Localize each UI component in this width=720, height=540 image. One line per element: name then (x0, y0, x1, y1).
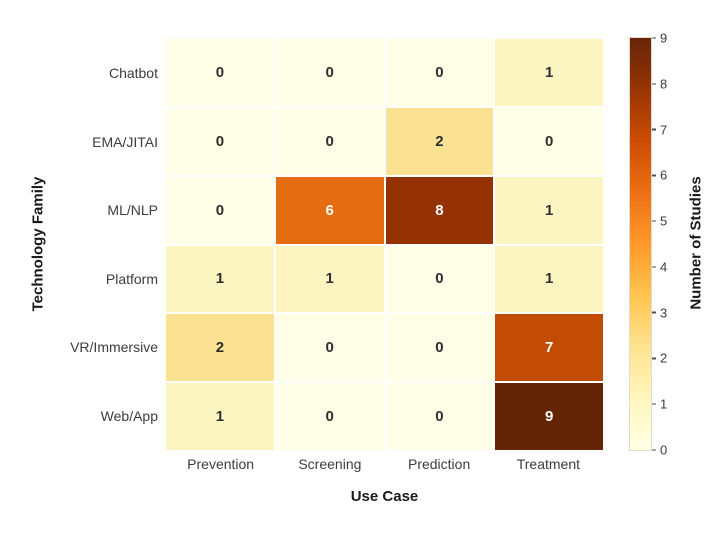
y-tick-label-ml-nlp: ML/NLP (107, 202, 158, 219)
colorbar-tick-value: 6 (660, 167, 668, 183)
colorbar-tick-3: 3 (652, 306, 667, 319)
colorbar-tick-mark (652, 311, 656, 314)
colorbar-tick-value: 1 (660, 396, 668, 412)
heatmap-cell-chatbot-prevention: 0 (166, 39, 274, 106)
y-tick-label-web-app: Web/App (100, 407, 158, 424)
colorbar-tick-8: 8 (652, 77, 667, 90)
heatmap-cell-chatbot-prediction: 0 (385, 39, 494, 106)
colorbar-tick-mark (652, 220, 656, 222)
x-tick-label-prevention: Prevention (187, 456, 255, 472)
colorbar-tick-1: 1 (652, 398, 667, 411)
colorbar-tick-7: 7 (652, 123, 667, 136)
x-tick-labels: Prevention Screening Prediction Treatment (166, 456, 603, 472)
heatmap-cell-platform-treatment: 1 (495, 245, 603, 313)
colorbar (629, 37, 652, 451)
heatmap-cell-ema-jitai-prediction: 2 (385, 107, 494, 175)
colorbar-tick-value: 8 (660, 76, 668, 92)
colorbar-tick-value: 9 (660, 30, 668, 46)
x-axis-title: Use Case (350, 488, 419, 505)
y-tick-label-vr-immersive: VR/Immersive (70, 339, 158, 356)
heatmap-cell-platform-screening: 1 (275, 245, 384, 313)
heatmap-cell-ema-jitai-treatment: 0 (495, 107, 603, 175)
colorbar-tick-mark (652, 449, 656, 451)
colorbar-tick-value: 2 (660, 350, 668, 366)
colorbar-tick-mark (652, 83, 656, 85)
heatmap-cell-ml-nlp-treatment: 1 (495, 176, 603, 244)
heatmap-cell-ml-nlp-screening: 6 (275, 176, 384, 244)
colorbar-tick-4: 4 (652, 260, 667, 273)
colorbar-tick-5: 5 (652, 215, 667, 228)
colorbar-tick-value: 3 (660, 305, 668, 321)
heatmap-cell-vr-immersive-treatment: 7 (495, 314, 603, 382)
heatmap-cell-chatbot-treatment: 1 (495, 39, 603, 106)
heatmap-cell-web-app-prevention: 1 (166, 383, 274, 450)
heatmap-cell-chatbot-screening: 0 (275, 39, 384, 106)
colorbar-ticks: 0 1 2 3 4 5 6 7 8 9 (652, 32, 692, 457)
heatmap-cell-vr-immersive-prediction: 0 (385, 314, 494, 382)
y-tick-label-platform: Platform (105, 270, 158, 287)
y-tick-labels: Chatbot EMA/JITAI ML/NLP Platform VR/Immersi… (0, 39, 158, 450)
colorbar-tick-value: 4 (660, 259, 668, 275)
colorbar-tick-6: 6 (652, 169, 667, 182)
colorbar-tick-0: 0 (652, 444, 667, 457)
colorbar-tick-mark (652, 128, 656, 131)
heatmap-cell-ml-nlp-prevention: 0 (166, 176, 274, 244)
colorbar-tick-value: 5 (660, 213, 668, 229)
colorbar-title: Number of Studies (687, 176, 705, 310)
y-tick-label-chatbot: Chatbot (108, 65, 158, 82)
colorbar-tick-9: 9 (652, 32, 667, 45)
heatmap-cell-ml-nlp-prediction: 8 (385, 176, 494, 244)
heatmap-cell-ema-jitai-prevention: 0 (166, 107, 274, 175)
y-tick-label-ema-jitai: EMA/JITAI (92, 133, 158, 150)
heatmap-cell-platform-prediction: 0 (385, 245, 494, 313)
heatmap-cell-vr-immersive-screening: 0 (275, 314, 384, 382)
heatmap-cell-platform-prevention: 1 (166, 245, 274, 313)
heatmap-cell-web-app-treatment: 9 (495, 383, 603, 450)
colorbar-tick-value: 0 (660, 442, 668, 458)
x-tick-label-screening: Screening (298, 456, 362, 472)
heatmap-cell-ema-jitai-screening: 0 (275, 107, 384, 175)
colorbar-tick-mark (652, 174, 656, 177)
colorbar-tick-2: 2 (652, 352, 667, 365)
heatmap-cell-web-app-screening: 0 (275, 383, 384, 450)
x-tick-label-treatment: Treatment (516, 456, 581, 472)
colorbar-tick-value: 7 (660, 122, 668, 138)
colorbar-tick-mark (652, 403, 656, 405)
heatmap-cell-vr-immersive-prevention: 2 (166, 314, 274, 382)
heatmap-cell-web-app-prediction: 0 (385, 383, 494, 450)
colorbar-tick-mark (652, 37, 656, 39)
colorbar-tick-mark (652, 357, 656, 360)
x-tick-label-prediction: Prediction (407, 456, 471, 472)
colorbar-tick-mark (652, 266, 656, 268)
